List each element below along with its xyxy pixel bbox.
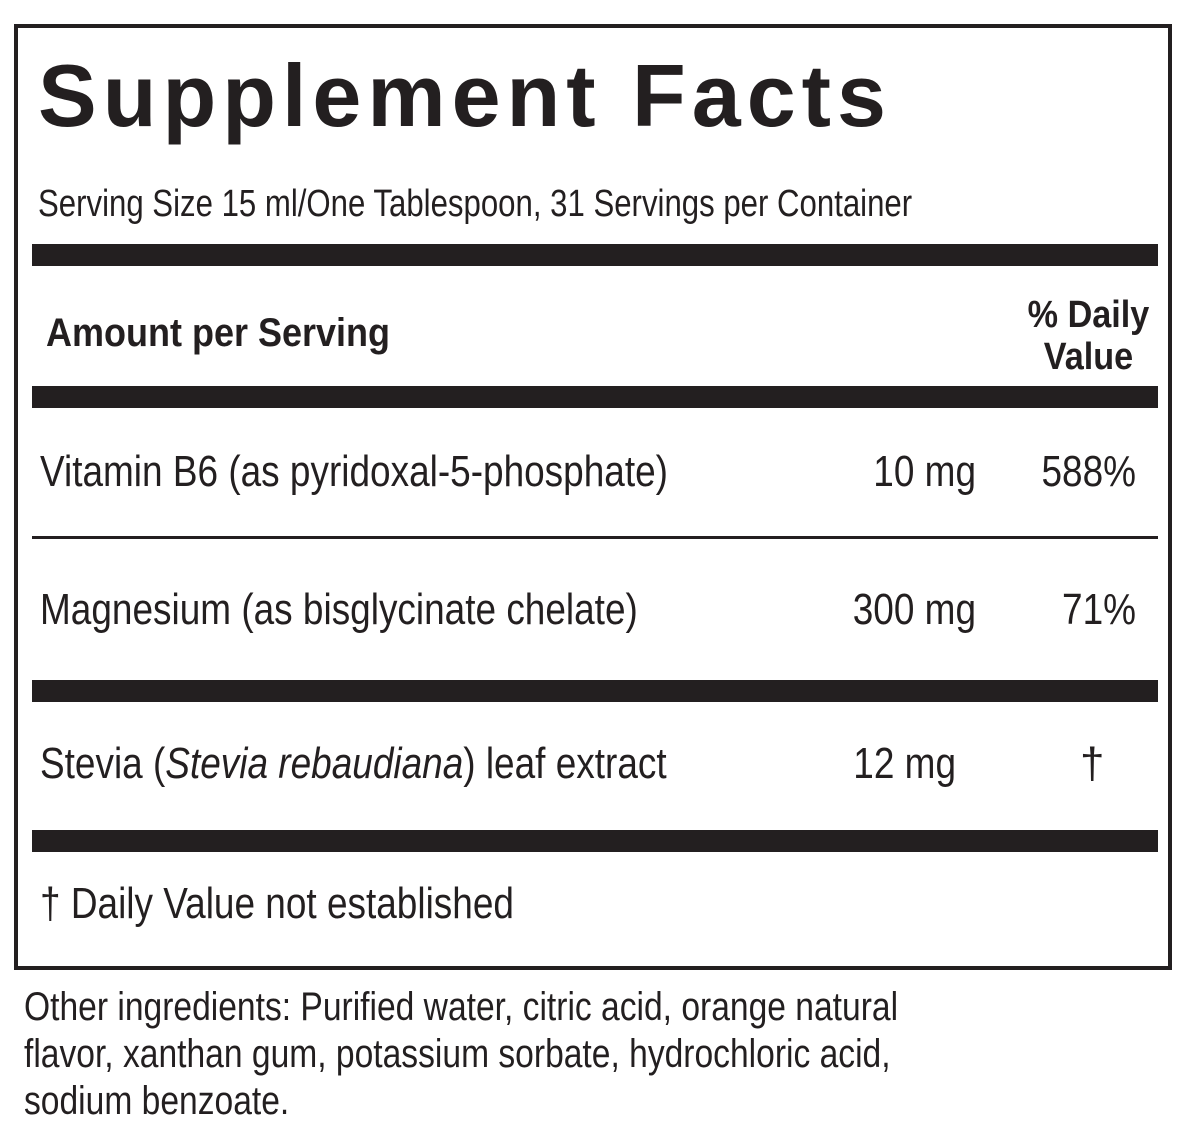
divider-thick <box>32 830 1158 852</box>
nutrient-dv-vitamin-b6: 588% <box>1041 447 1136 496</box>
other-ingredients-line1: Other ingredients: Purified water, citri… <box>24 985 899 1029</box>
divider-thick <box>32 386 1158 408</box>
daily-value-header-line1: % Daily <box>1027 294 1150 336</box>
daily-value-footnote: † Daily Value not established <box>40 879 514 928</box>
divider-thick <box>32 244 1158 266</box>
stevia-name-suffix: ) leaf extract <box>463 739 667 788</box>
daily-value-header-line2: Value <box>1043 336 1134 378</box>
divider-thick <box>32 680 1158 702</box>
panel-title: Supplement Facts <box>38 46 892 145</box>
other-ingredients: Other ingredients: Purified water, citri… <box>24 984 1082 1125</box>
supplement-facts-panel: Supplement Facts Serving Size 15 ml/One … <box>14 24 1172 970</box>
other-ingredients-line3: sodium benzoate. <box>24 1079 290 1123</box>
stevia-botanical-name: Stevia rebaudiana <box>165 739 464 788</box>
nutrient-amount-vitamin-b6: 10 mg <box>873 447 976 496</box>
amount-per-serving-header: Amount per Serving <box>46 311 391 355</box>
divider-thin <box>32 536 1158 539</box>
nutrient-amount-magnesium: 300 mg <box>852 585 976 634</box>
nutrient-name-magnesium: Magnesium (as bisglycinate chelate) <box>40 585 638 634</box>
nutrient-amount-stevia: 12 mg <box>853 739 956 788</box>
daily-value-header: % Daily Value <box>1021 294 1156 378</box>
serving-size-line: Serving Size 15 ml/One Tablespoon, 31 Se… <box>38 183 913 225</box>
nutrient-dv-magnesium: 71% <box>1062 585 1136 634</box>
other-ingredients-line2: flavor, xanthan gum, potassium sorbate, … <box>24 1032 891 1076</box>
nutrient-dv-stevia: † <box>1080 739 1105 788</box>
nutrient-name-stevia: Stevia (Stevia rebaudiana) leaf extract <box>40 736 667 792</box>
nutrient-name-vitamin-b6: Vitamin B6 (as pyridoxal-5-phosphate) <box>40 447 668 496</box>
stevia-name-prefix: Stevia ( <box>40 739 166 788</box>
